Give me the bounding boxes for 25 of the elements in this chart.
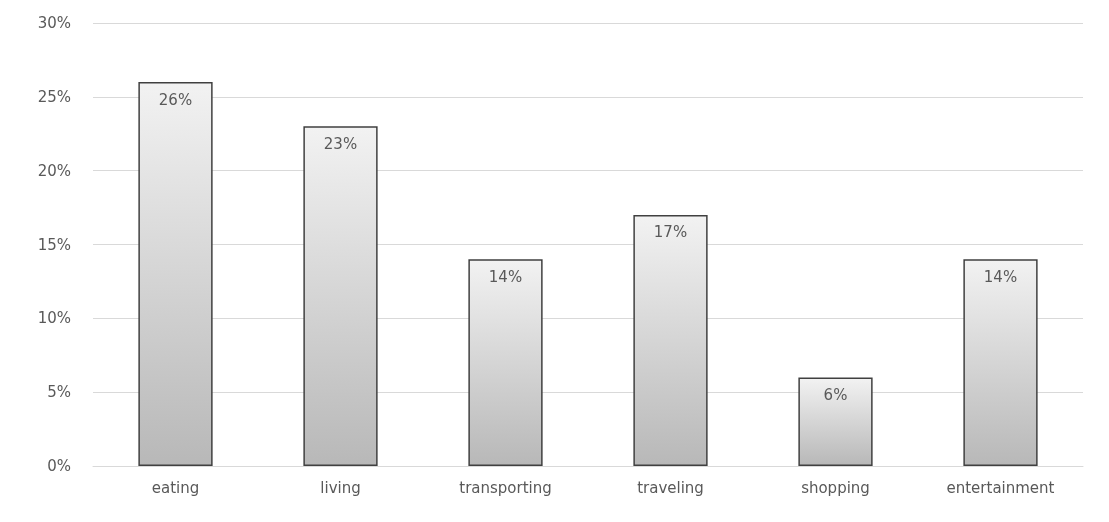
x-tick-label: transporting (459, 478, 552, 497)
bar (138, 82, 213, 466)
x-tick-label: shopping (801, 478, 870, 497)
bar (963, 259, 1038, 466)
y-tick-label: 0% (47, 457, 71, 475)
y-tick-label: 5% (47, 383, 71, 402)
bar (468, 259, 543, 466)
x-tick-label: living (320, 478, 361, 497)
data-label: 14% (983, 267, 1018, 286)
bar (633, 214, 708, 466)
y-tick-label: 15% (37, 235, 71, 254)
data-label: 17% (653, 223, 688, 242)
y-tick-label: 25% (37, 87, 71, 106)
data-label: 23% (323, 134, 358, 153)
x-tick-label: entertainment (946, 478, 1055, 497)
y-tick-label: 30% (37, 14, 71, 32)
data-label: 6% (823, 385, 848, 404)
data-label: 26% (158, 90, 193, 109)
bar (798, 377, 873, 466)
bar (303, 126, 378, 466)
y-tick-label: 10% (37, 309, 71, 328)
data-label: 14% (488, 267, 523, 286)
x-tick-label: traveling (637, 478, 704, 497)
y-tick-label: 20% (37, 161, 71, 180)
x-tick-label: eating (151, 478, 200, 497)
